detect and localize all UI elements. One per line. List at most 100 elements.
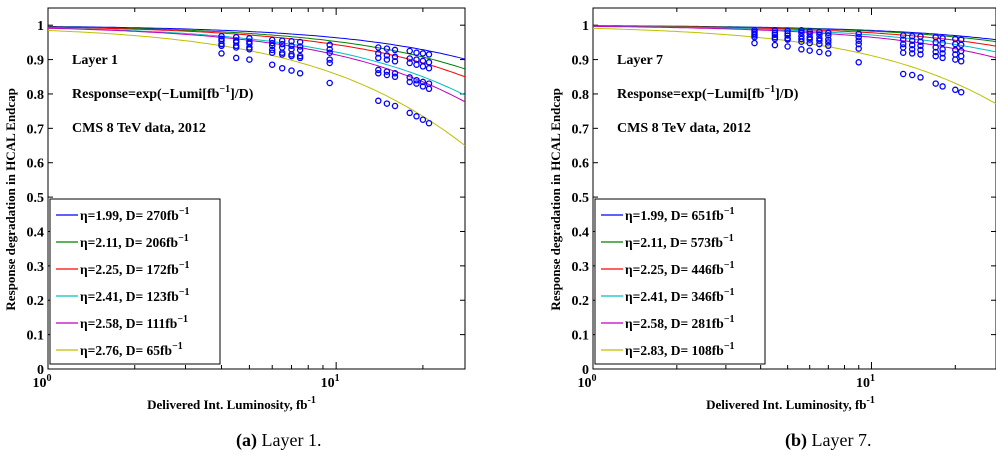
data-point [413, 61, 420, 68]
data-point [932, 52, 939, 60]
data-point [855, 37, 862, 44]
data-point [908, 71, 916, 79]
data-point [957, 88, 965, 96]
fit-curve-2 [48, 26, 465, 70]
fit-curves [593, 25, 996, 105]
caption-b: (b) Layer 7. [785, 430, 871, 451]
legend-entry-5: η=2.58, D= 111fb−1 [80, 314, 188, 331]
data-point [952, 86, 959, 94]
y-tick-label: 1 [582, 19, 589, 34]
data-point [917, 46, 924, 54]
data-point [899, 44, 907, 51]
data-point [391, 53, 399, 61]
data-point [855, 45, 862, 52]
data-point [425, 119, 433, 127]
data-point [406, 47, 413, 55]
y-tick-label: 0.6 [27, 157, 45, 172]
data-point [278, 44, 286, 51]
legend-entry-4: η=2.41, D= 346fb−1 [625, 287, 735, 304]
layer-label: Layer 7 [617, 53, 663, 68]
data-point [391, 46, 399, 54]
caption-a-text: Layer 1. [261, 430, 322, 450]
data-point [939, 50, 946, 57]
data-point [816, 40, 823, 48]
data-point [406, 109, 413, 117]
data-point [939, 54, 946, 62]
y-tick-label: 0.1 [572, 329, 590, 344]
data-point [855, 40, 862, 48]
data-point [288, 46, 295, 53]
data-point [425, 51, 433, 58]
data-point [899, 49, 907, 56]
layer-label: Layer 1 [72, 53, 118, 68]
data-point [375, 44, 382, 51]
fit-curve-3 [48, 26, 465, 78]
fit-curve-5 [593, 25, 996, 59]
data-point [806, 36, 813, 43]
data-point [406, 74, 413, 81]
data-point [855, 30, 862, 38]
data-point [908, 46, 916, 53]
data-point [917, 74, 924, 81]
legend-entry-3: η=2.25, D= 172fb−1 [80, 260, 190, 277]
data-point [771, 31, 779, 39]
data-point [806, 47, 813, 54]
fit-formula: Response=exp(−Lumi[fb−1]/D) [617, 84, 799, 102]
data-point [825, 42, 832, 50]
data-point [932, 44, 939, 51]
y-tick-label: 0 [582, 363, 589, 378]
data-point [383, 68, 391, 75]
data-point [268, 61, 276, 68]
data-point [232, 54, 240, 62]
y-tick-label: 0.9 [572, 54, 590, 69]
data-point [917, 38, 924, 45]
data-point [419, 83, 427, 90]
legend-entry-5: η=2.58, D= 281fb−1 [625, 314, 735, 331]
data-point [771, 29, 779, 37]
legend-box [49, 198, 221, 365]
data-point [218, 42, 225, 50]
data-point [825, 32, 832, 39]
data-point [288, 42, 295, 50]
y-axis-title: Response degradation in HCAL Endcap [3, 88, 18, 311]
data-point [855, 59, 862, 66]
data-point [296, 46, 304, 54]
data-point [268, 42, 276, 50]
y-tick-label: 1 [37, 19, 44, 34]
data-point [798, 35, 805, 43]
x-axis-title: Delivered Int. Luminosity, fb-1 [147, 395, 316, 412]
data-point [268, 49, 276, 56]
data-point [413, 80, 420, 87]
data-point [375, 54, 382, 62]
data-point [218, 50, 225, 57]
data-point [268, 46, 276, 54]
legend-entry-3: η=2.25, D= 446fb−1 [625, 260, 735, 277]
y-tick-label: 0 [37, 363, 44, 378]
dataset-label: CMS 8 TeV data, 2012 [617, 121, 751, 136]
legend-entry-6: η=2.83, D= 108fb−1 [625, 341, 735, 358]
dataset-label: CMS 8 TeV data, 2012 [72, 121, 206, 136]
legend-entry-1: η=1.99, D= 651fb−1 [625, 206, 735, 223]
data-point [816, 31, 823, 39]
data-point [816, 28, 823, 36]
legend-entry-2: η=2.11, D= 206fb−1 [80, 233, 189, 250]
data-point [296, 70, 304, 77]
y-axis-title: Response degradation in HCAL Endcap [548, 88, 563, 311]
data-point [751, 33, 758, 41]
data-point [939, 39, 946, 47]
legend: η=1.99, D= 651fb−1 η=2.11, D= 573fb−1 η=2.… [594, 198, 766, 365]
x-axis-title: Delivered Int. Luminosity, fb-1 [706, 395, 875, 412]
data-point [806, 33, 813, 41]
data-point [957, 58, 965, 65]
data-point [825, 39, 832, 46]
caption-a-letter: (a) [236, 430, 257, 450]
data-point [899, 40, 907, 48]
caption-b-letter: (b) [785, 430, 807, 450]
data-point [825, 29, 832, 37]
legend: η=1.99, D= 270fb−1 η=2.11, D= 206fb−1 η=2.… [49, 198, 221, 365]
data-point [383, 45, 391, 52]
data-point [413, 76, 420, 84]
fit-curve-6 [48, 29, 465, 146]
data-point [278, 64, 286, 72]
data-point [771, 41, 779, 49]
